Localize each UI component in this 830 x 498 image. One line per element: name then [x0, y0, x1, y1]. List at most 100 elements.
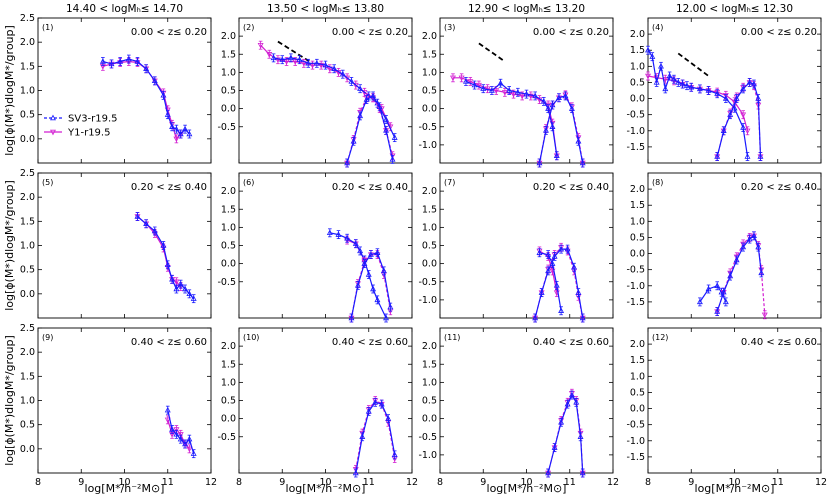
y-tick-label: 1.5: [20, 61, 35, 72]
sv3-point: [344, 159, 351, 166]
sv3-point: [696, 298, 703, 305]
y-tick-label: 1.0: [422, 222, 437, 233]
sv3-point: [313, 59, 320, 66]
y1-point: [283, 59, 290, 65]
sv3-point: [177, 280, 184, 287]
sv3-point: [545, 251, 552, 257]
redshift-label: 0.20 < z≤ 0.40: [741, 182, 817, 193]
legend-marker: [50, 129, 56, 136]
sv3-point: [287, 54, 294, 61]
x-axis-label: log[M*/h⁻²M⊙]: [695, 482, 775, 495]
y-tick-label: 1.0: [630, 216, 645, 227]
y-tick-label: 2.5: [20, 323, 35, 334]
sv3-point: [758, 269, 765, 276]
redshift-label: 0.20 < z≤ 0.40: [332, 182, 408, 193]
y1-series: [257, 40, 394, 132]
y-tick-label: 0.0: [20, 444, 35, 455]
sv3-point: [720, 288, 727, 295]
sv3-point: [173, 125, 180, 132]
sv3-point: [746, 235, 753, 242]
sv3-point: [169, 275, 176, 282]
y-tick-label: 0.0: [422, 414, 437, 425]
sv3-point: [506, 87, 513, 93]
x-tick-label: 12: [815, 477, 827, 488]
sv3-point: [645, 46, 651, 53]
sv3-point: [722, 298, 729, 305]
sv3-point: [143, 65, 150, 71]
y-tick-label: 1.5: [630, 200, 645, 211]
sv3-point: [545, 105, 552, 111]
sv3-point: [757, 153, 764, 159]
sv3-point: [696, 85, 703, 92]
sv3-point: [143, 220, 150, 226]
sv3-point: [363, 96, 370, 102]
sv3-point: [374, 249, 381, 255]
sv3-point: [365, 408, 372, 414]
y-tick-label: -0.5: [217, 122, 236, 133]
sv3-point: [357, 112, 364, 119]
sv3-point: [514, 88, 521, 95]
sv3-point: [387, 303, 394, 310]
y-tick-label: 0.5: [20, 110, 35, 121]
y1-point: [493, 88, 500, 94]
sv3-point: [558, 245, 565, 252]
panel: 0.0 0.5 1.0 1.5 2.0 2.5 8 9 10 11 12 (9) 0.40 < z≤ 0…: [20, 323, 217, 488]
x-tick-label: 9: [480, 477, 486, 488]
redshift-label: 0.20 < z≤ 0.40: [131, 182, 207, 193]
sv3-point: [169, 123, 176, 129]
sv3-point: [365, 271, 372, 277]
y1-point: [164, 417, 171, 424]
panel-frame: [37, 17, 212, 164]
sv3-point: [523, 90, 530, 97]
redshift-label: 0.40 < z≤ 0.60: [332, 337, 408, 348]
sv3-point: [357, 85, 364, 91]
y-tick-label: 0.5: [630, 77, 645, 88]
sv3-point: [740, 124, 747, 130]
sv3-point: [670, 75, 677, 82]
sv3-line: [716, 234, 762, 312]
legend-entry: Y1-r19.5: [44, 128, 110, 139]
y1-point: [318, 62, 325, 69]
sv3-point: [331, 65, 338, 71]
x-tick-label: 8: [645, 477, 651, 488]
sv3-point: [134, 213, 141, 219]
y-tick-label: 2.0: [221, 341, 236, 352]
panel-frame: [238, 327, 413, 474]
y1-point: [761, 312, 768, 319]
sv3-point: [352, 469, 359, 476]
y1-point: [467, 79, 474, 85]
y-tick-label: 1.0: [422, 377, 437, 388]
sv3-point: [551, 444, 558, 450]
sv3-point: [177, 130, 184, 137]
y-tick-label: 0.0: [221, 104, 236, 115]
y-tick-label: -1.0: [418, 140, 437, 151]
y-tick-label: -0.5: [626, 110, 645, 121]
sv3-point: [350, 137, 357, 144]
y-tick-label: 1.0: [422, 67, 437, 78]
sv3-point: [755, 243, 762, 250]
sv3-point: [190, 295, 197, 301]
y-tick-label: 2.0: [20, 37, 35, 48]
sv3-point: [186, 290, 193, 297]
panel-number: (9): [42, 333, 53, 342]
panel: -0.5 0.0 0.5 1.0 1.5 2.0 (2) 0.00 < z≤ 0.20: [217, 17, 413, 164]
y1-point: [740, 112, 747, 119]
y1-series: [99, 57, 184, 144]
y1-point: [173, 136, 180, 143]
y1-point: [177, 432, 184, 438]
sv3-point: [380, 267, 387, 274]
sv3-point: [683, 82, 690, 88]
legend-entry: SV3-r19.5: [44, 114, 118, 125]
panel: -1.5 -1.0 -0.5 0.0 0.5 1.0 1.5 2.0 (4) 0.00 < z≤ …: [626, 17, 822, 164]
y-tick-label: 1.5: [221, 49, 236, 60]
panel: -0.5 0.0 0.5 1.0 1.5 2.0 (6) 0.20 < z≤ 0.40: [217, 172, 413, 319]
column-title: 12.00 < logMₕ≤ 12.30: [676, 3, 793, 15]
sv3-series: [462, 77, 560, 161]
legend-label: SV3-r19.5: [68, 114, 118, 125]
y1-series: [352, 396, 398, 474]
sv3-point: [538, 289, 545, 295]
panel: -0.5 0.0 0.5 1.0 1.5 2.0 8 9 10 11 12 (10) 0.40 < z≤…: [217, 327, 418, 488]
sv3-point: [755, 95, 762, 101]
x-tick-label: 12: [607, 477, 619, 488]
y-tick-label: 0.0: [20, 289, 35, 300]
